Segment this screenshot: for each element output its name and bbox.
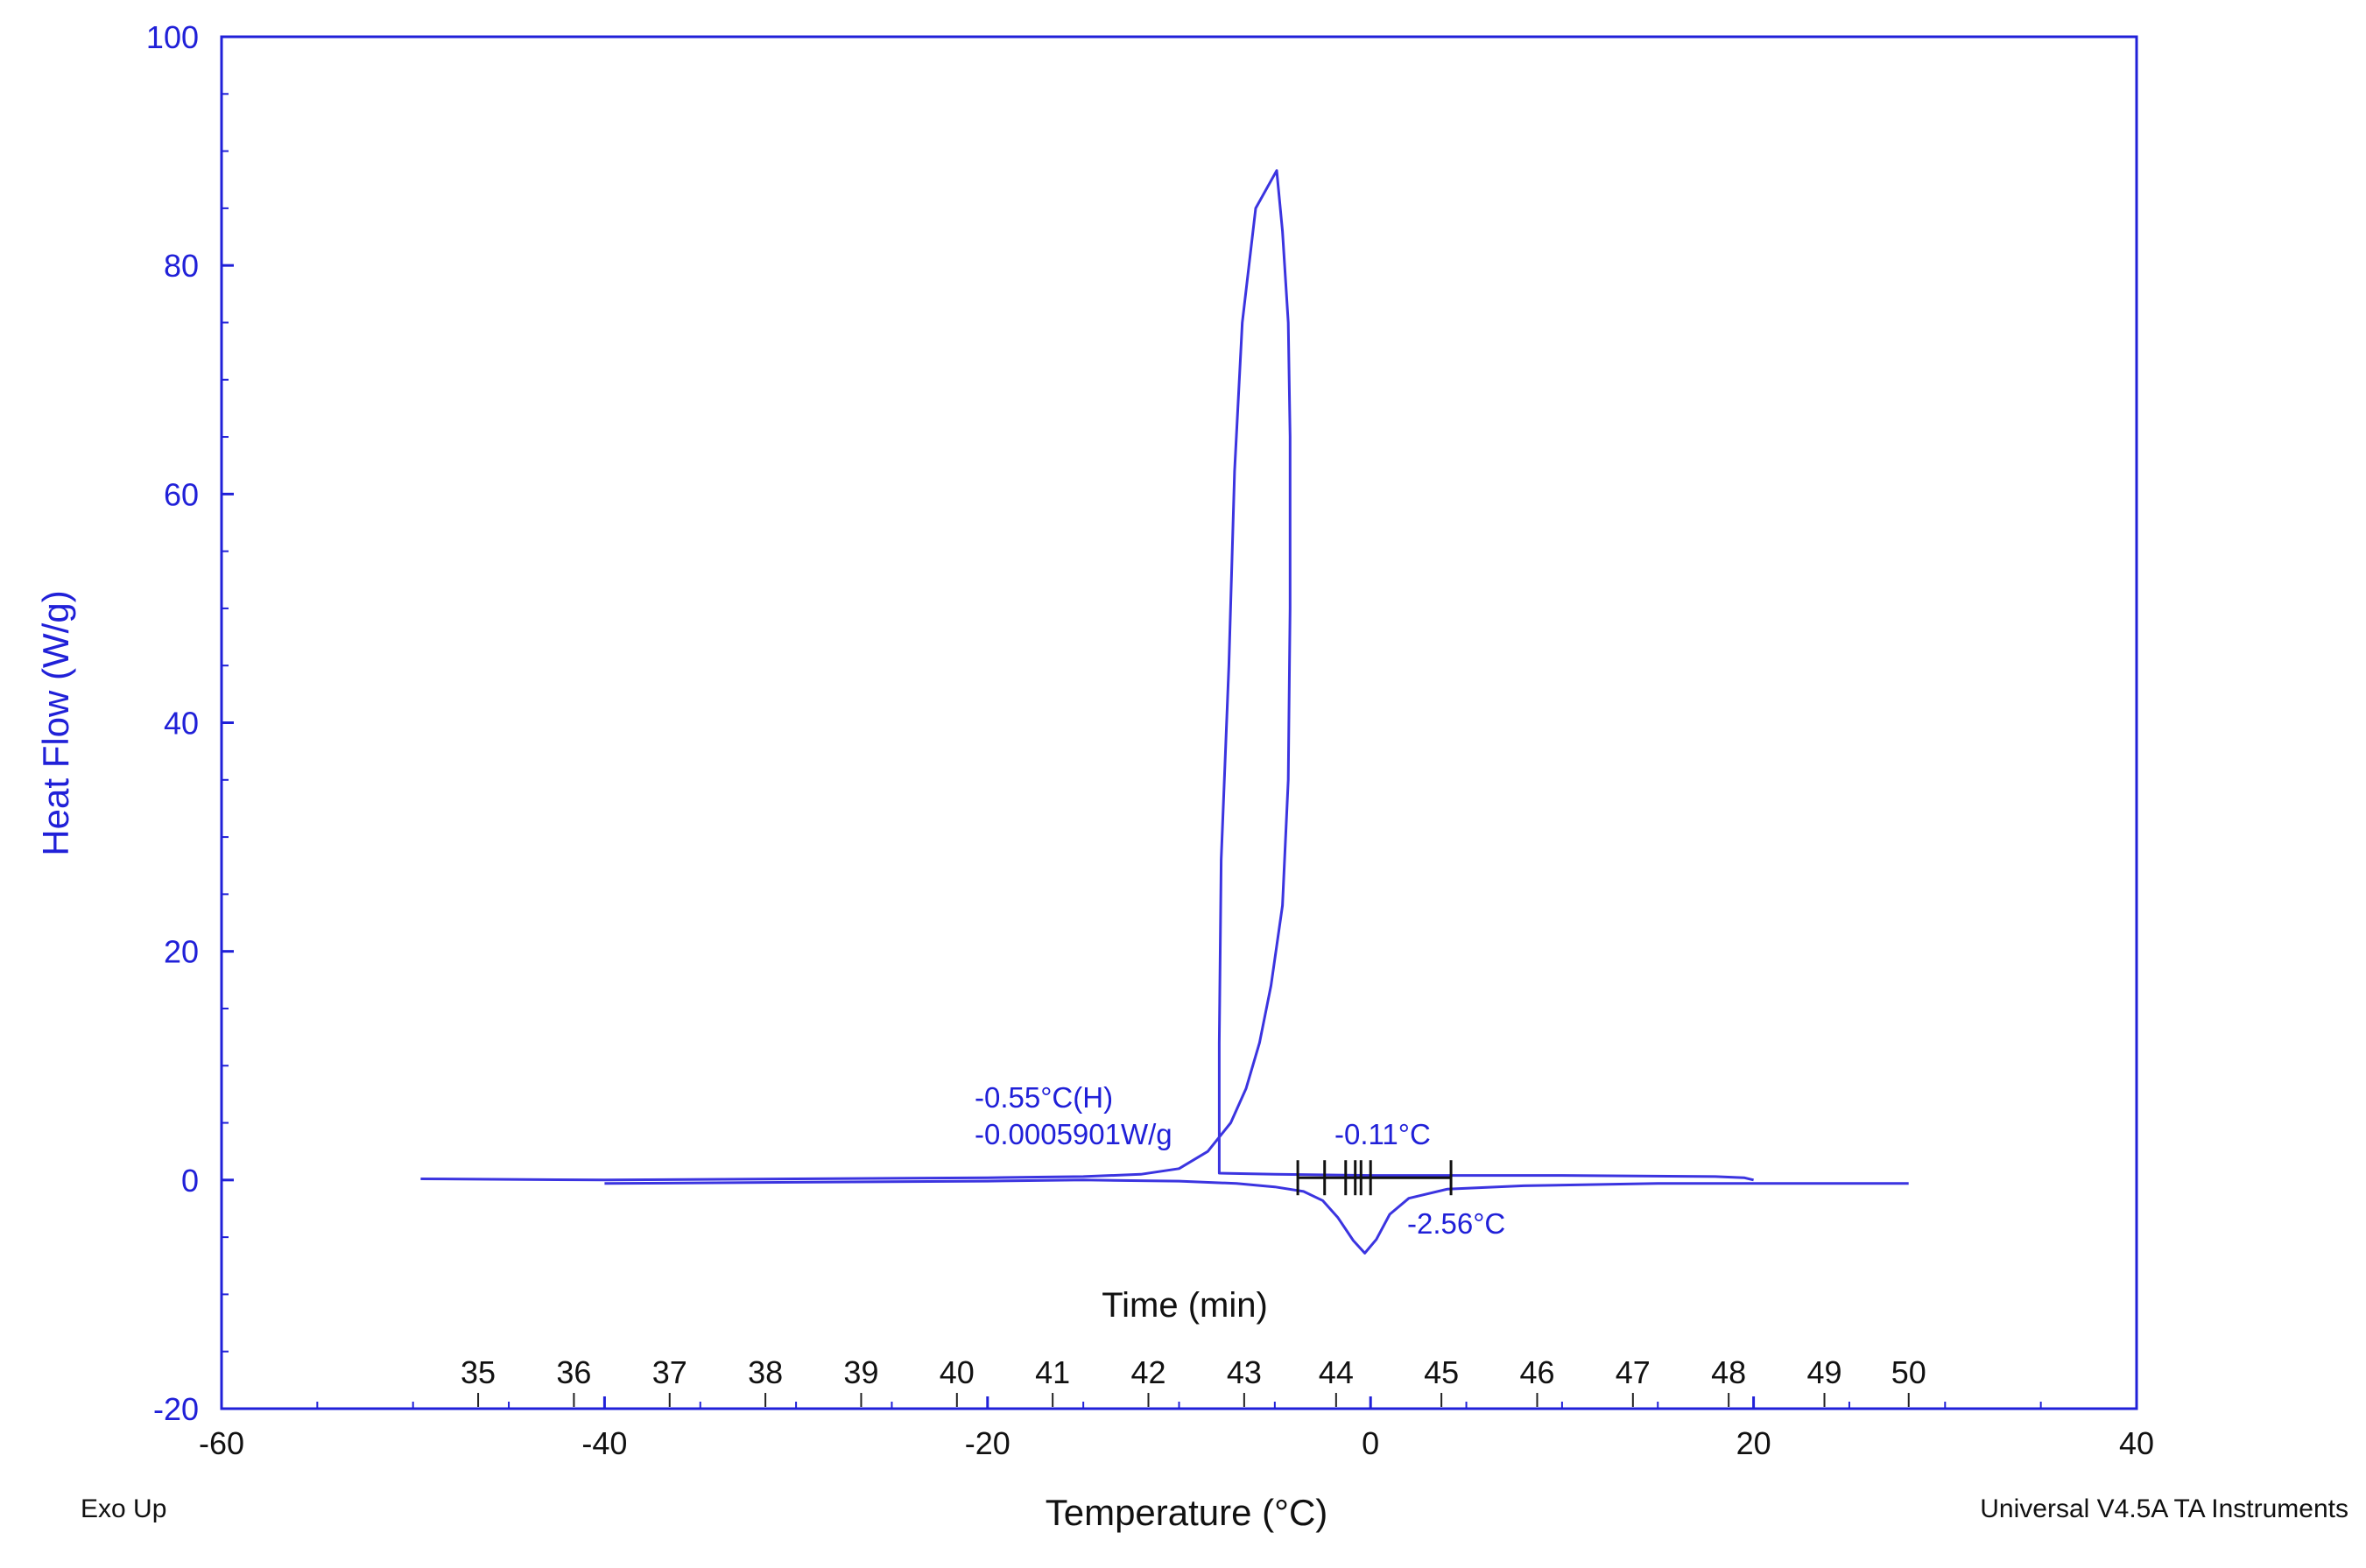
time-tick-label: 44 xyxy=(1319,1354,1354,1390)
y-tick-label: 40 xyxy=(164,706,199,742)
y-axis-label: Heat Flow (W/g) xyxy=(35,590,76,855)
time-tick-label: 36 xyxy=(556,1354,591,1390)
annotation-peak-temp: -0.11°C xyxy=(1334,1118,1431,1150)
x-axis: -60 -40 -20 0 20 40 xyxy=(199,1396,2154,1461)
y-tick-label: 100 xyxy=(146,19,199,55)
x-tick-label: 0 xyxy=(1362,1425,1379,1461)
time-tick-label: 35 xyxy=(461,1354,496,1390)
time-tick-label: 45 xyxy=(1424,1354,1459,1390)
time-tick-label: 48 xyxy=(1711,1354,1746,1390)
time-tick-label: 46 xyxy=(1519,1354,1554,1390)
y-tick-label: 0 xyxy=(181,1163,199,1199)
x-axis-label: Temperature (°C) xyxy=(1046,1492,1328,1533)
x-tick-label: 40 xyxy=(2119,1425,2154,1461)
y-tick-label: 20 xyxy=(164,934,199,970)
time-tick-label: 42 xyxy=(1130,1354,1165,1390)
time-axis: 35 36 37 38 39 40 41 42 43 44 45 46 47 48 49 50 xyxy=(461,1354,1926,1407)
time-axis-label: Time (min) xyxy=(1102,1286,1268,1325)
time-tick-label: 39 xyxy=(843,1354,878,1390)
y-tick-label: -20 xyxy=(153,1391,199,1427)
annotation-onset-temp: -0.55°C(H) xyxy=(975,1081,1113,1114)
x-tick-label: -60 xyxy=(199,1425,244,1461)
y-tick-label: 60 xyxy=(164,476,199,512)
annotation-onset-heatflow: -0.0005901W/g xyxy=(975,1118,1172,1150)
y-axis: -20 0 20 40 60 80 100 xyxy=(146,19,234,1427)
x-tick-label: -20 xyxy=(965,1425,1010,1461)
time-tick-label: 50 xyxy=(1891,1354,1926,1390)
plot-frame xyxy=(220,35,2138,1410)
x-tick-label: -40 xyxy=(581,1425,627,1461)
annotation-endotherm-temp: -2.56°C xyxy=(1407,1207,1505,1240)
footer-exo-up: Exo Up xyxy=(81,1494,166,1523)
time-tick-label: 49 xyxy=(1806,1354,1841,1390)
time-tick-label: 40 xyxy=(940,1354,975,1390)
footer-software: Universal V4.5A TA Instruments xyxy=(1980,1494,2348,1523)
y-tick-label: 80 xyxy=(164,248,199,284)
series-layer xyxy=(420,169,1909,1255)
series-line-2 xyxy=(604,1178,1909,1255)
time-tick-label: 38 xyxy=(748,1354,783,1390)
x-tick-label: 20 xyxy=(1736,1425,1771,1461)
time-tick-label: 41 xyxy=(1035,1354,1070,1390)
marker-layer xyxy=(1296,1160,1453,1196)
time-tick-label: 47 xyxy=(1616,1354,1651,1390)
time-tick-label: 43 xyxy=(1227,1354,1262,1390)
series-line-1 xyxy=(420,169,1754,1182)
time-tick-label: 37 xyxy=(652,1354,687,1390)
